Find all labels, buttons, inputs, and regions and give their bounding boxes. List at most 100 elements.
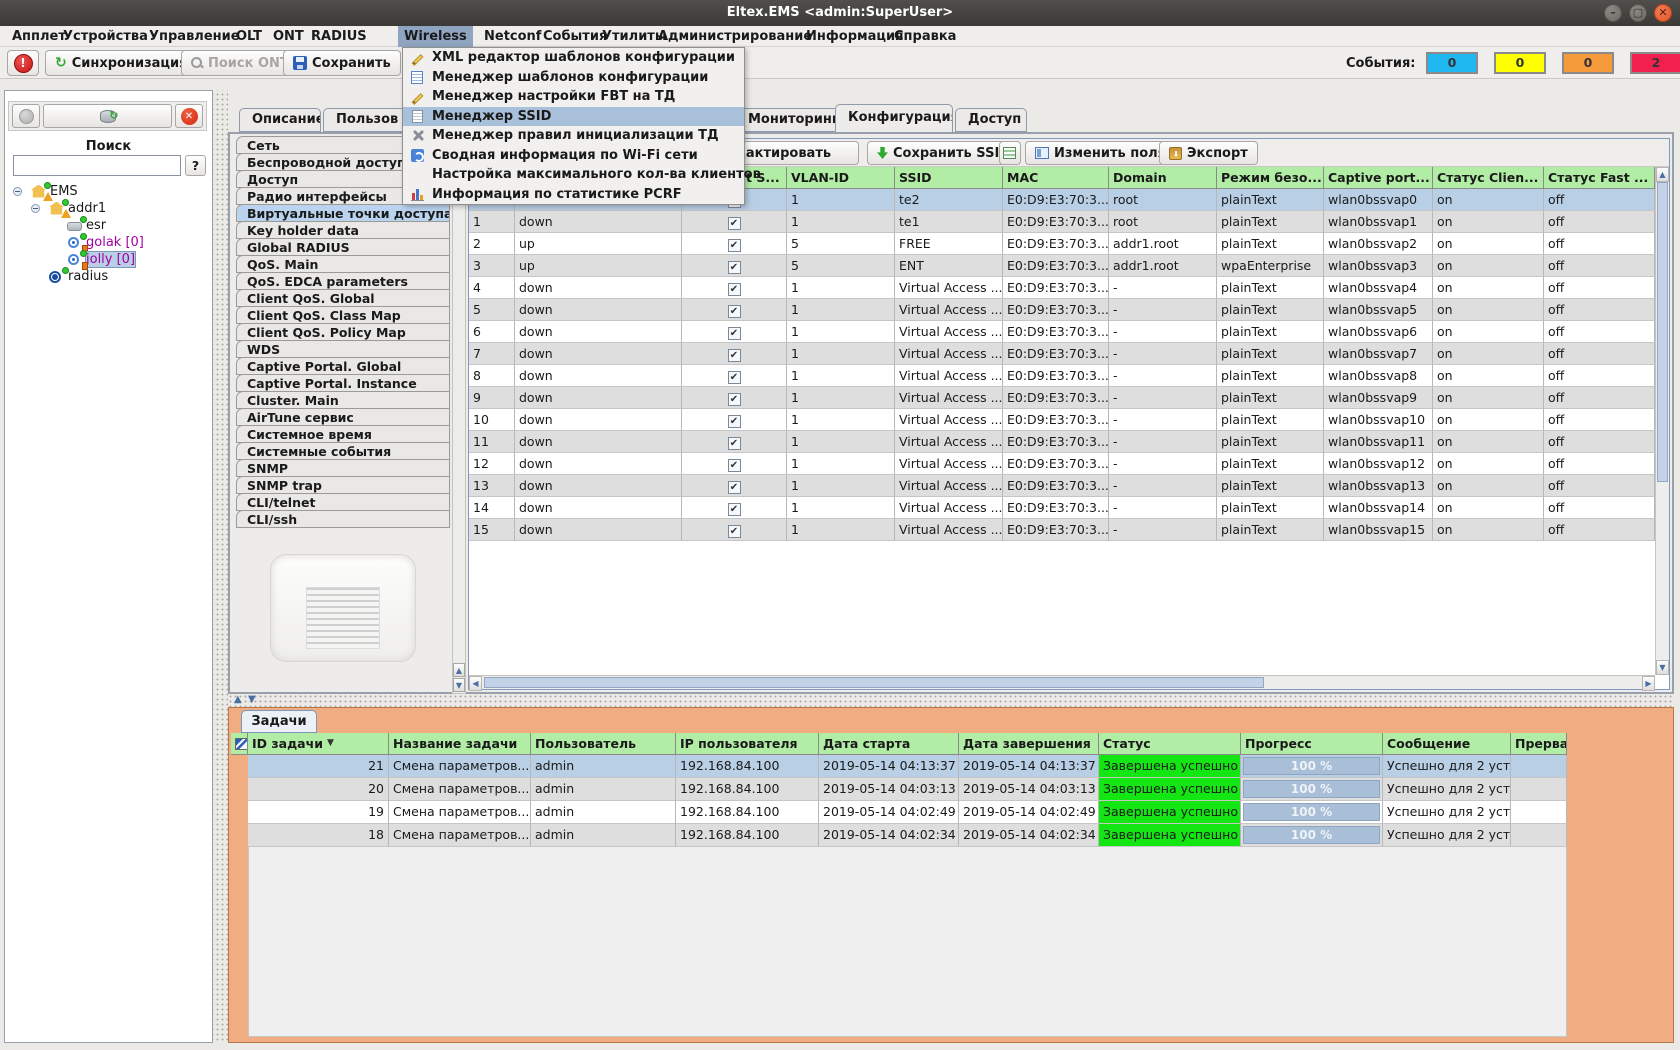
checkbox[interactable] [727,393,741,406]
scroll-up-button[interactable]: ▲ [453,663,465,677]
cell-abort[interactable] [1511,801,1567,824]
checkbox[interactable] [727,481,741,494]
sidebar-sync-db-button[interactable] [43,104,172,128]
config-section-item[interactable]: QoS. EDCA parameters [236,272,450,290]
table-row[interactable]: 8 down 1 Virtual Access ... E0:D9:E3:70:… [469,365,1655,387]
sidebar-close-button[interactable]: ✕ [175,104,203,128]
column-header-abort[interactable]: Прервать [1511,733,1567,755]
tab[interactable]: Описание [239,108,321,132]
menubar-item[interactable]: Утилиты [602,29,667,44]
checkbox[interactable] [727,525,741,538]
menubar-item[interactable]: Netconf [484,29,542,44]
save-button[interactable]: Сохранить [283,50,401,76]
task-row[interactable]: 21 Смена параметров... admin 192.168.84.… [248,755,1567,778]
config-section-item[interactable]: Системное время [236,425,450,443]
table-row[interactable]: 13 down 1 Virtual Access ... E0:D9:E3:70… [469,475,1655,497]
export-button[interactable]: Экспорт [1159,141,1258,165]
table-view-button[interactable] [999,141,1021,165]
config-section-item[interactable]: SNMP trap [236,476,450,494]
table-row[interactable]: 7 down 1 Virtual Access ... E0:D9:E3:70:… [469,343,1655,365]
tree-item[interactable]: addr1 [5,198,212,218]
config-section-item[interactable]: AirTune сервис [236,408,450,426]
config-section-item[interactable]: SNMP [236,459,450,477]
scrollbar-thumb[interactable] [484,677,1264,688]
table-row[interactable]: 15 down 1 Virtual Access ... E0:D9:E3:70… [469,519,1655,541]
tab[interactable]: Конфигурация [835,104,953,132]
menu-item[interactable]: Менеджер правил инициализации ТД [403,126,744,146]
sidebar-disabled-button[interactable] [12,104,40,128]
sync-button[interactable]: ↻ Синхронизация [45,50,198,76]
cell-abort[interactable] [1511,778,1567,801]
menubar-item[interactable]: ONT [273,29,304,44]
menubar-item[interactable]: RADIUS [311,29,367,44]
table-row[interactable]: 2 up 5 FREE E0:D9:E3:70:3... addr1.root … [469,233,1655,255]
events-counter-info[interactable]: 0 [1426,52,1478,74]
events-counter-warning[interactable]: 0 [1494,52,1546,74]
config-section-item[interactable]: Системные события [236,442,450,460]
table-row[interactable]: 10 down 1 Virtual Access ... E0:D9:E3:70… [469,409,1655,431]
column-header-user[interactable]: Пользователь [531,733,676,755]
menubar-item[interactable]: События [543,29,608,44]
config-section-item[interactable]: Виртуальные точки доступа [236,204,450,222]
tab[interactable]: Пользов [323,108,411,132]
expander-icon[interactable] [13,187,22,196]
tree-item[interactable]: golak [0] [5,232,212,253]
tasks-corner-cell[interactable] [231,733,248,755]
column-header-captive[interactable]: Captive port... [1324,167,1433,189]
search-help-button[interactable]: ? [185,155,206,176]
scroll-left-button[interactable]: ◀ [469,676,482,691]
checkbox[interactable] [727,437,741,450]
checkbox[interactable] [727,503,741,516]
menu-item[interactable]: Информация по статистике PCRF [403,185,744,205]
config-section-item[interactable]: Captive Portal. Instance [236,374,450,392]
column-header-security[interactable]: Режим безо... [1217,167,1324,189]
checkbox[interactable] [727,415,741,428]
scroll-right-button[interactable]: ▶ [1642,676,1655,691]
vertical-scrollbar[interactable]: ▲ ▼ [1655,167,1669,675]
horizontal-scrollbar[interactable]: ◀ ▶ [469,675,1655,691]
menu-item[interactable]: XML редактор шаблонов конфигурации [403,48,744,68]
maximize-button[interactable]: ▢ [1629,4,1647,22]
tree-item[interactable]: EMS [5,181,212,201]
config-section-item[interactable]: Client QoS. Policy Map [236,323,450,341]
menu-item[interactable]: Менеджер настройки FBT на ТД [403,87,744,107]
config-section-item[interactable]: Key holder data [236,221,450,239]
collapse-down-icon[interactable]: ▼ [248,694,256,705]
search-ont-button[interactable]: Поиск ONT [181,50,299,76]
cell-abort[interactable] [1511,824,1567,847]
menubar-item[interactable]: OLT [236,29,263,44]
menubar-item[interactable]: Информация [806,29,904,44]
column-header-status[interactable]: Статус [1099,733,1241,755]
menubar-item[interactable]: Управление [149,29,240,44]
close-button[interactable]: ✕ [1654,4,1672,22]
menu-item[interactable]: Менеджер SSID [403,106,744,126]
checkbox[interactable] [727,327,741,340]
checkbox[interactable] [727,305,741,318]
config-section-item[interactable]: Client QoS. Class Map [236,306,450,324]
menubar-item[interactable]: Устройства [63,29,148,44]
events-counter-major[interactable]: 0 [1562,52,1614,74]
checkbox[interactable] [727,283,741,296]
column-header-domain[interactable]: Domain [1109,167,1217,189]
task-row[interactable]: 19 Смена параметров... admin 192.168.84.… [248,801,1567,824]
expander-icon[interactable] [31,204,40,213]
events-counter-critical[interactable]: 2 [1630,52,1680,74]
table-row[interactable]: 9 down 1 Virtual Access ... E0:D9:E3:70:… [469,387,1655,409]
menu-item[interactable]: Настройка максимального кол-ва клиентов [403,165,761,185]
menu-item[interactable]: Менеджер шаблонов конфигурации [403,68,744,88]
column-header-ssid[interactable]: SSID [895,167,1003,189]
alarm-button[interactable]: ! [7,50,39,76]
tab[interactable]: Доступ [955,108,1027,132]
search-input[interactable] [13,155,181,176]
column-header-task-id[interactable]: ID задачи ▼ [248,733,389,755]
tab[interactable]: Мониторинг [735,108,839,132]
checkbox[interactable] [727,239,741,252]
config-section-item[interactable]: Беспроводной доступ [236,153,450,171]
column-header-client[interactable]: Статус Clien... [1433,167,1544,189]
config-section-item[interactable]: QoS. Main [236,255,450,273]
tree-item[interactable]: esr [5,215,212,234]
collapse-up-icon[interactable]: ▲ [234,694,242,705]
scroll-up-button[interactable]: ▲ [1656,167,1669,182]
vertical-splitter[interactable] [213,90,228,1043]
column-header-user-ip[interactable]: IP пользователя [676,733,819,755]
